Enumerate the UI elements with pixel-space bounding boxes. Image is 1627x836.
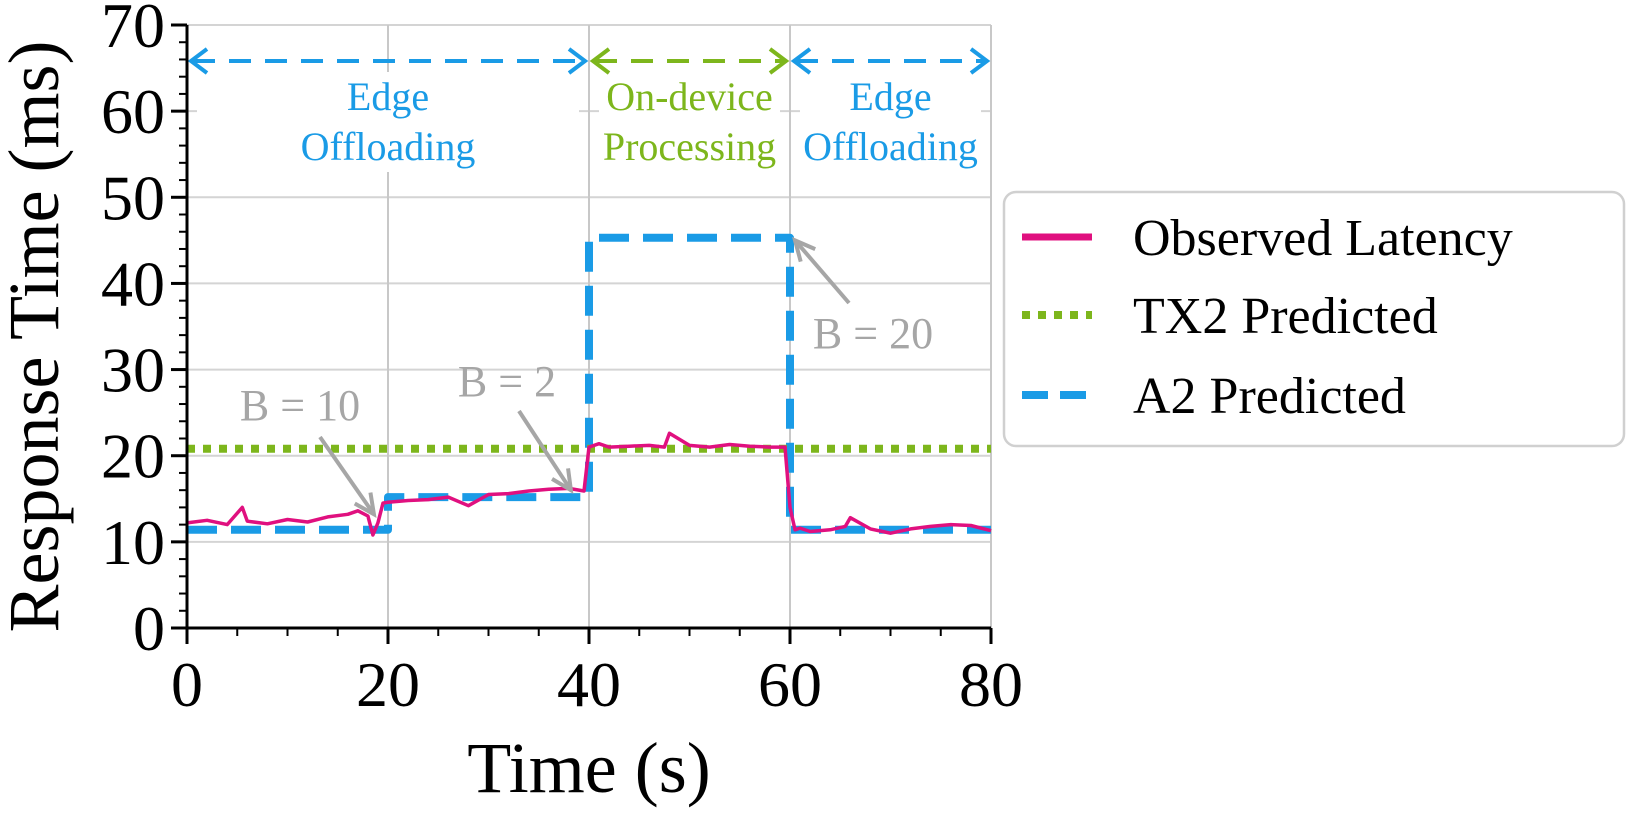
region-label-line2: Offloading <box>301 124 476 169</box>
region-label-line1: Edge <box>347 74 429 119</box>
annotation-arrow-head <box>353 492 377 519</box>
x-tick-label: 60 <box>758 649 822 720</box>
x-tick-label: 80 <box>959 649 1023 720</box>
legend-label: A2 Predicted <box>1133 368 1406 425</box>
region-arrow-head-right <box>969 47 991 75</box>
region-label-line2: Offloading <box>803 124 978 169</box>
annotation-arrow-head <box>792 236 817 263</box>
x-axis-title: Time (s) <box>467 728 710 808</box>
region-label-bg <box>800 72 981 172</box>
region-arrow-head-right <box>567 47 589 75</box>
region-label-bg <box>599 72 780 172</box>
y-tick-label: 40 <box>101 248 165 319</box>
y-tick-label: 20 <box>101 421 165 492</box>
annotation-label: B = 20 <box>813 309 933 358</box>
y-tick-label: 10 <box>101 507 165 578</box>
x-tick-label: 20 <box>356 649 420 720</box>
annotation-arrow-head <box>551 468 574 495</box>
region-arrow-head-left <box>790 47 812 75</box>
annotations: B = 10 B = 2 B = 20 <box>240 236 933 519</box>
annotation-arrow-line <box>318 435 376 516</box>
region-label-line2: Processing <box>603 124 776 169</box>
annotation-label: B = 10 <box>240 381 360 430</box>
annotation-arrow-line <box>517 409 573 492</box>
region-arrow-head-right <box>768 47 790 75</box>
x-tick-label: 0 <box>171 649 203 720</box>
legend-box <box>1002 190 1626 448</box>
annotation-arrow-line <box>793 239 851 305</box>
legend-label: TX2 Predicted <box>1133 288 1438 345</box>
series-observed-latency <box>186 431 992 537</box>
x-tick-label: 40 <box>557 649 621 720</box>
legend: Observed Latency TX2 Predicted A2 Predicte… <box>1002 190 1626 448</box>
region-labels: Edge Offloading On-device Processing Edge Off… <box>187 47 991 172</box>
region-label-bg <box>197 72 579 172</box>
y-tick-label: 60 <box>101 76 165 147</box>
y-tick-label: 50 <box>101 162 165 233</box>
plot-series <box>186 233 992 537</box>
y-tick-label: 70 <box>101 0 165 61</box>
y-tick-label: 0 <box>133 593 165 664</box>
y-axis-title: Response Time (ms) <box>0 40 74 632</box>
region-label-line1: On-device <box>606 74 773 119</box>
region-label-line1: Edge <box>849 74 931 119</box>
y-tick-label: 30 <box>101 335 165 406</box>
annotation-label: B = 2 <box>458 357 556 406</box>
region-arrow-head-left <box>589 47 611 75</box>
legend-label: Observed Latency <box>1133 210 1513 267</box>
region-arrow-head-left <box>187 47 209 75</box>
